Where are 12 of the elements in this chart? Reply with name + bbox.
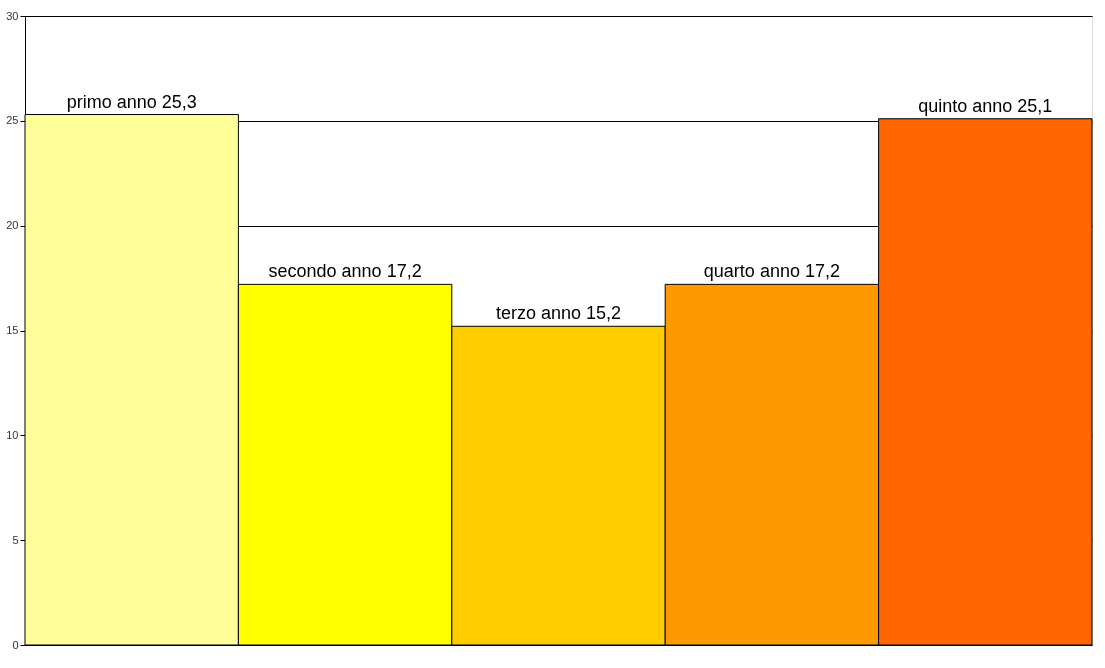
y-tick-label: 25: [6, 114, 19, 127]
y-tick-label: 30: [6, 9, 19, 22]
y-tick-label: 10: [6, 428, 19, 441]
data-label: primo anno 25,3: [66, 91, 197, 112]
data-label: quarto anno 17,2: [703, 261, 840, 282]
y-tick-label: 5: [12, 533, 19, 546]
data-label: terzo anno 15,2: [495, 303, 622, 324]
y-tick-label: 0: [12, 638, 19, 651]
y-tick-label: 20: [6, 219, 19, 232]
data-label: secondo anno 17,2: [268, 261, 422, 282]
y-tick-label: 15: [6, 324, 19, 336]
data-label: quinto anno 25,1: [918, 95, 1053, 116]
